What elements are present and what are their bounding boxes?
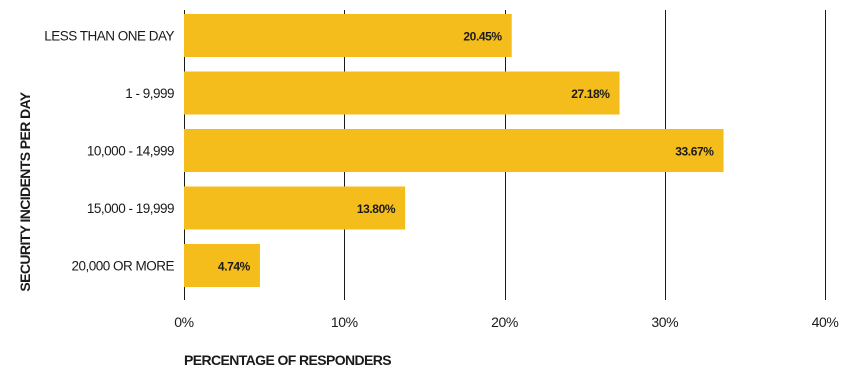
bars <box>184 14 724 287</box>
x-tick-labels: 0% 10% 20% 30% 40% <box>174 314 839 330</box>
value-label-0: 20.45% <box>463 30 502 44</box>
x-tick-label-1: 10% <box>331 314 358 330</box>
value-label-1: 27.18% <box>571 87 610 101</box>
bar-1 <box>184 71 620 115</box>
category-label-0: LESS THAN ONE DAY <box>44 29 174 44</box>
x-tick-label-3: 30% <box>651 314 678 330</box>
value-label-3: 13.80% <box>357 202 396 216</box>
value-label-2: 33.67% <box>675 145 714 159</box>
category-label-4: 20,000 OR MORE <box>71 259 174 274</box>
y-axis-title: SECURITY INCIDENTS PER DAY <box>17 91 33 291</box>
x-tick-label-2: 20% <box>491 314 518 330</box>
value-labels: 20.45% 27.18% 33.67% 13.80% 4.74% <box>218 30 715 274</box>
category-labels: LESS THAN ONE DAY 1 - 9,999 10,000 - 14,99… <box>44 29 175 274</box>
bar-4 <box>184 244 260 287</box>
x-tick-label-4: 40% <box>812 314 839 330</box>
bar-3 <box>184 186 406 230</box>
category-label-1: 1 - 9,999 <box>125 86 174 101</box>
x-axis-title: PERCENTAGE OF RESPONDERS <box>184 352 391 368</box>
category-label-3: 15,000 - 19,999 <box>87 201 174 216</box>
bar-0 <box>184 14 512 57</box>
value-label-4: 4.74% <box>218 260 251 274</box>
category-label-2: 10,000 - 14,999 <box>87 144 174 159</box>
bar-2 <box>184 129 724 172</box>
x-tick-label-0: 0% <box>174 314 193 330</box>
